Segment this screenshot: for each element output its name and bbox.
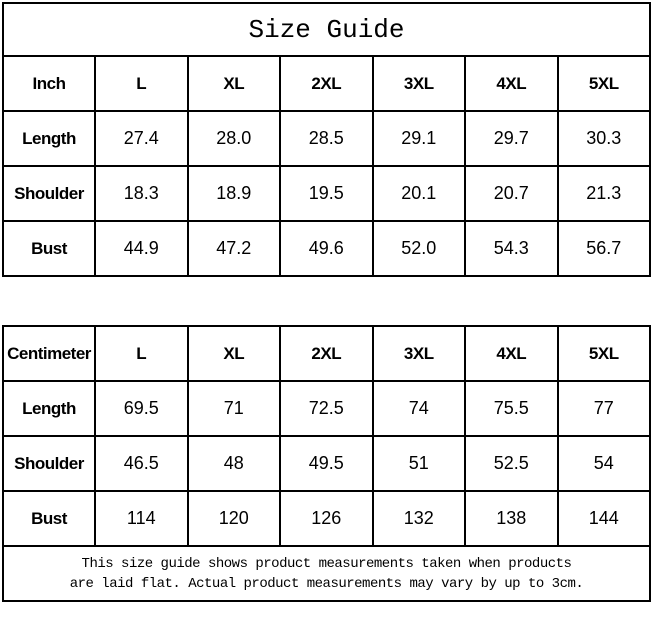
measurement-cell: 29.7 <box>464 110 559 167</box>
table-row-bust-inch: Bust 44.9 47.2 49.6 52.0 54.3 56.7 <box>2 220 651 277</box>
measurement-cell: 52.5 <box>464 435 559 492</box>
cm-header-row: Centimeter L XL 2XL 3XL 4XL 5XL <box>2 325 651 382</box>
size-header-5xl: 5XL <box>556 55 651 112</box>
size-header-5xl: 5XL <box>556 325 651 382</box>
measurement-cell: 18.9 <box>186 165 281 222</box>
page-title: Size Guide <box>2 2 651 57</box>
measurement-cell: 20.7 <box>464 165 559 222</box>
size-header-2xl: 2XL <box>279 55 374 112</box>
measurement-cell: 47.2 <box>186 220 281 277</box>
measurement-cell: 72.5 <box>279 380 374 437</box>
measurement-cell: 49.6 <box>279 220 374 277</box>
size-header-xl: XL <box>186 325 281 382</box>
size-header-4xl: 4XL <box>464 55 559 112</box>
measurement-cell: 74 <box>371 380 466 437</box>
footer-line-2: are laid flat. Actual product measuremen… <box>69 575 584 592</box>
measurement-cell: 46.5 <box>94 435 189 492</box>
footer-line-1: This size guide shows product measuremen… <box>81 555 572 572</box>
measurement-cell: 54 <box>556 435 651 492</box>
measurement-cell: 138 <box>464 490 559 547</box>
table-row-shoulder-cm: Shoulder 46.5 48 49.5 51 52.5 54 <box>2 435 651 492</box>
measurement-cell: 27.4 <box>94 110 189 167</box>
table-row-shoulder-inch: Shoulder 18.3 18.9 19.5 20.1 20.7 21.3 <box>2 165 651 222</box>
size-header-3xl: 3XL <box>371 55 466 112</box>
measurement-cell: 69.5 <box>94 380 189 437</box>
measurement-cell: 49.5 <box>279 435 374 492</box>
measurement-cell: 120 <box>186 490 281 547</box>
unit-header-inch: Inch <box>2 55 96 112</box>
measurement-cell: 28.5 <box>279 110 374 167</box>
measurement-cell: 71 <box>186 380 281 437</box>
table-row-bust-cm: Bust 114 120 126 132 138 144 <box>2 490 651 547</box>
table-spacer <box>2 277 651 325</box>
measurement-cell: 77 <box>556 380 651 437</box>
size-guide-panel: Size Guide Inch L XL 2XL 3XL 4XL 5XL Len… <box>2 2 651 602</box>
inch-table: Inch L XL 2XL 3XL 4XL 5XL Length 27.4 28… <box>2 55 651 277</box>
measurement-cell: 20.1 <box>371 165 466 222</box>
measurement-cell: 132 <box>371 490 466 547</box>
measurement-cell: 19.5 <box>279 165 374 222</box>
size-header-l: L <box>94 55 189 112</box>
measurement-cell: 52.0 <box>371 220 466 277</box>
unit-header-centimeter: Centimeter <box>2 325 96 382</box>
measurement-cell: 114 <box>94 490 189 547</box>
size-header-4xl: 4XL <box>464 325 559 382</box>
measurement-cell: 126 <box>279 490 374 547</box>
measurement-cell: 29.1 <box>371 110 466 167</box>
measurement-cell: 18.3 <box>94 165 189 222</box>
size-header-2xl: 2XL <box>279 325 374 382</box>
measurement-cell: 48 <box>186 435 281 492</box>
measurement-cell: 54.3 <box>464 220 559 277</box>
row-label-shoulder: Shoulder <box>2 435 96 492</box>
inch-header-row: Inch L XL 2XL 3XL 4XL 5XL <box>2 55 651 112</box>
table-row-length-cm: Length 69.5 71 72.5 74 75.5 77 <box>2 380 651 437</box>
table-row-length-inch: Length 27.4 28.0 28.5 29.1 29.7 30.3 <box>2 110 651 167</box>
measurement-cell: 51 <box>371 435 466 492</box>
measurement-cell: 75.5 <box>464 380 559 437</box>
measurement-cell: 21.3 <box>556 165 651 222</box>
row-label-length: Length <box>2 380 96 437</box>
row-label-bust: Bust <box>2 220 96 277</box>
measurement-cell: 30.3 <box>556 110 651 167</box>
measurement-cell: 56.7 <box>556 220 651 277</box>
measurement-cell: 144 <box>556 490 651 547</box>
footer-note: This size guide shows product measuremen… <box>2 545 651 602</box>
row-label-shoulder: Shoulder <box>2 165 96 222</box>
size-header-l: L <box>94 325 189 382</box>
measurement-cell: 28.0 <box>186 110 281 167</box>
size-header-3xl: 3XL <box>371 325 466 382</box>
measurement-cell: 44.9 <box>94 220 189 277</box>
row-label-length: Length <box>2 110 96 167</box>
row-label-bust: Bust <box>2 490 96 547</box>
size-header-xl: XL <box>186 55 281 112</box>
centimeter-table: Centimeter L XL 2XL 3XL 4XL 5XL Length 6… <box>2 325 651 547</box>
